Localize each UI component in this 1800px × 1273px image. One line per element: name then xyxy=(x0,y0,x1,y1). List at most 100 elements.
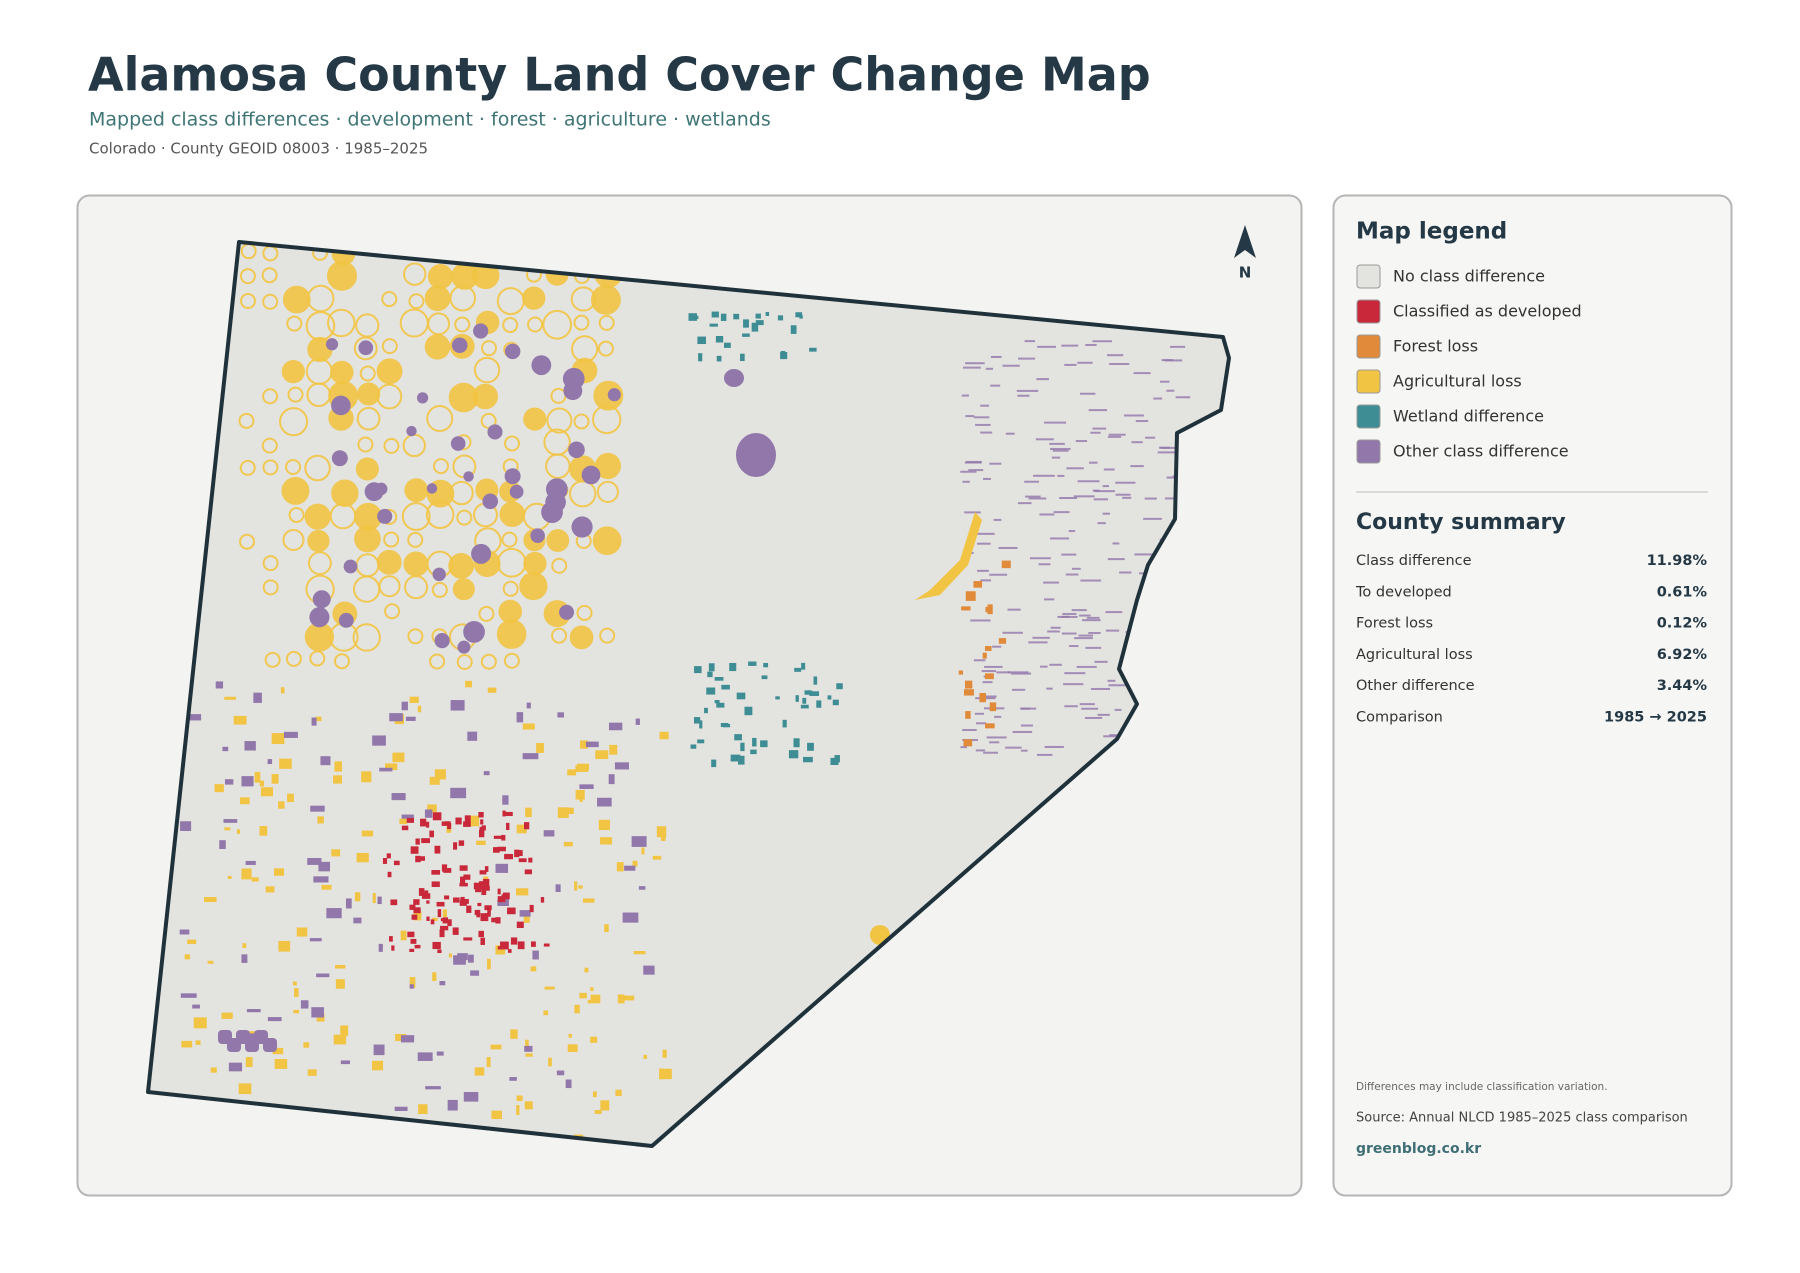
wetland-patch xyxy=(720,313,727,321)
ag-patch xyxy=(296,927,308,937)
ag-patch xyxy=(259,780,265,787)
legend-label: Agricultural loss xyxy=(1393,372,1522,391)
other-streak xyxy=(1017,394,1030,397)
ag-patch xyxy=(356,852,369,863)
other-streak xyxy=(998,546,1018,549)
developed-patch xyxy=(424,890,429,894)
wetland-patch xyxy=(816,700,822,708)
other-patch xyxy=(467,731,478,741)
ag-patch xyxy=(590,1036,598,1043)
developed-patch xyxy=(447,822,452,830)
ag-patch xyxy=(615,1089,622,1097)
forest-patch xyxy=(989,702,997,712)
ag-patch xyxy=(548,1057,552,1067)
developed-patch xyxy=(409,904,416,910)
other-streak xyxy=(1075,440,1088,443)
ag-patch xyxy=(413,911,422,921)
ag-patch xyxy=(490,1044,502,1050)
other-patch xyxy=(316,973,330,978)
other-patch xyxy=(565,1079,572,1089)
wetland-patch xyxy=(743,319,749,328)
developed-patch xyxy=(510,937,518,945)
summary-value: 0.61% xyxy=(1657,584,1708,600)
other-streak xyxy=(992,645,1002,648)
ag-patch xyxy=(427,804,437,813)
other-patch xyxy=(378,943,383,952)
ag-field xyxy=(376,358,403,385)
wetland-patch xyxy=(716,355,722,362)
other-streak xyxy=(1039,513,1055,516)
developed-patch xyxy=(421,893,431,899)
wetland-patch xyxy=(688,313,697,321)
ag-field xyxy=(452,578,475,601)
developed-patch xyxy=(502,892,510,900)
other-streak xyxy=(1133,372,1151,375)
ag-field xyxy=(357,436,374,453)
ag-patch xyxy=(331,849,341,857)
other-streak xyxy=(1044,598,1055,601)
ag-patch xyxy=(486,1056,491,1068)
forest-patch xyxy=(964,680,973,689)
ag-patch xyxy=(598,819,610,831)
wetland-patch xyxy=(794,667,802,672)
ag-patch xyxy=(652,855,662,860)
ag-field xyxy=(262,388,279,405)
legend-items: No class difference Classified as develop… xyxy=(1356,264,1582,464)
ag-patch xyxy=(641,847,645,855)
ag-field xyxy=(426,404,454,432)
ag-patch xyxy=(622,995,635,1001)
ag-field xyxy=(403,551,429,577)
wetland-patch xyxy=(799,315,803,319)
other-streak xyxy=(974,532,995,535)
developed-patch xyxy=(441,864,448,872)
other-streak xyxy=(1069,645,1079,648)
other-field xyxy=(426,483,438,494)
other-streak xyxy=(1049,442,1065,445)
other-streak xyxy=(1064,363,1077,366)
wetland-patch xyxy=(711,759,717,768)
other-streak xyxy=(1122,496,1132,499)
ag-field xyxy=(502,580,519,597)
other-patch xyxy=(502,795,509,805)
developed-patch xyxy=(463,937,473,941)
ag-patch xyxy=(265,886,275,893)
ag-patch xyxy=(574,881,578,891)
ag-patch xyxy=(600,837,613,845)
other-streak xyxy=(1039,665,1048,668)
ag-patch xyxy=(616,862,624,872)
ag-patch xyxy=(523,914,530,923)
other-streak xyxy=(1076,665,1097,668)
other-streak xyxy=(965,415,975,418)
subtitle: Mapped class differences · development ·… xyxy=(89,109,771,131)
ag-patch xyxy=(287,793,294,803)
developed-patch xyxy=(528,857,533,863)
other-streak xyxy=(1170,345,1186,348)
ag-patch xyxy=(584,967,589,973)
county-boundary xyxy=(146,240,1231,1148)
other-streak xyxy=(1035,438,1054,441)
wetland-patch xyxy=(830,757,839,766)
developed-patch xyxy=(463,874,471,880)
developed-patch xyxy=(387,871,392,878)
wetland-patch xyxy=(734,734,742,741)
wetland-patch xyxy=(740,742,745,752)
ag-patch xyxy=(354,892,361,902)
ag-field xyxy=(333,653,350,670)
other-streak xyxy=(1090,687,1111,690)
ag-field xyxy=(449,284,477,312)
other-patch xyxy=(526,702,531,709)
ag-field xyxy=(598,314,615,331)
other-streak xyxy=(982,681,993,684)
legend-swatch xyxy=(1356,439,1381,464)
other-streak xyxy=(1061,344,1079,347)
ag-patch xyxy=(371,1060,384,1071)
wetland-patch xyxy=(802,697,807,704)
pond xyxy=(724,369,744,387)
other-streak xyxy=(1134,553,1156,556)
ag-patch xyxy=(260,787,274,797)
other-field xyxy=(562,367,585,390)
ag-field xyxy=(449,480,474,506)
developed-patch xyxy=(460,896,465,903)
other-streak xyxy=(1005,746,1022,749)
developed-patch xyxy=(426,821,430,828)
